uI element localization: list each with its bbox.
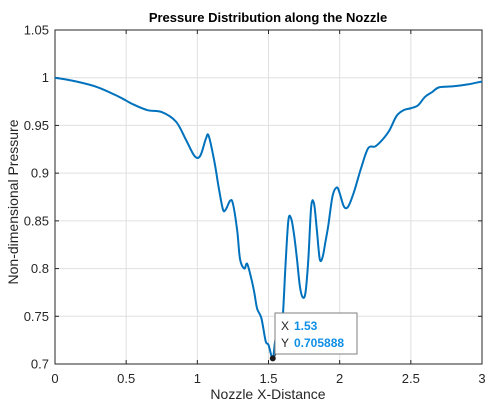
x-tick-label: 0.5 — [117, 371, 135, 386]
series-line[interactable] — [54, 76, 483, 360]
y-tick-label: 0.85 — [24, 213, 49, 228]
x-axis-label: Nozzle X-Distance — [210, 386, 325, 402]
x-tick-label: 2.5 — [402, 371, 420, 386]
x-tick-label: 1.5 — [259, 371, 277, 386]
datatip-x-value: 1.53 — [294, 319, 318, 333]
x-tick-label: 2 — [336, 371, 343, 386]
y-tick-label: 0.95 — [24, 118, 49, 133]
y-tick-label: 1.05 — [24, 23, 49, 38]
datatip-marker[interactable] — [269, 355, 276, 362]
y-tick-label: 0.9 — [31, 166, 49, 181]
y-axis-label: Non-dimensional Pressure — [5, 119, 21, 284]
y-axis-ticks: 0.7 0.75 0.8 0.85 0.9 0.95 1 1.05 — [24, 23, 482, 372]
y-tick-label: 0.75 — [24, 309, 49, 324]
datatip-y-key: Y — [281, 336, 289, 350]
x-tick-label: 3 — [478, 371, 485, 386]
y-tick-label: 0.7 — [31, 357, 49, 372]
datatip-y-value: 0.705888 — [294, 336, 344, 350]
x-axis-ticks: 0 0.5 1 1.5 2 2.5 3 — [51, 30, 486, 386]
y-tick-label: 0.8 — [31, 261, 49, 276]
x-tick-label: 0 — [51, 371, 58, 386]
chart-title: Pressure Distribution along the Nozzle — [149, 10, 387, 25]
grid — [55, 30, 482, 364]
datatip-box — [274, 312, 358, 355]
x-tick-label: 1 — [194, 371, 201, 386]
datatip-x-key: X — [281, 319, 289, 333]
datatip[interactable]: X 1.53 Y 0.705888 — [269, 312, 358, 362]
y-tick-label: 1 — [42, 70, 49, 85]
